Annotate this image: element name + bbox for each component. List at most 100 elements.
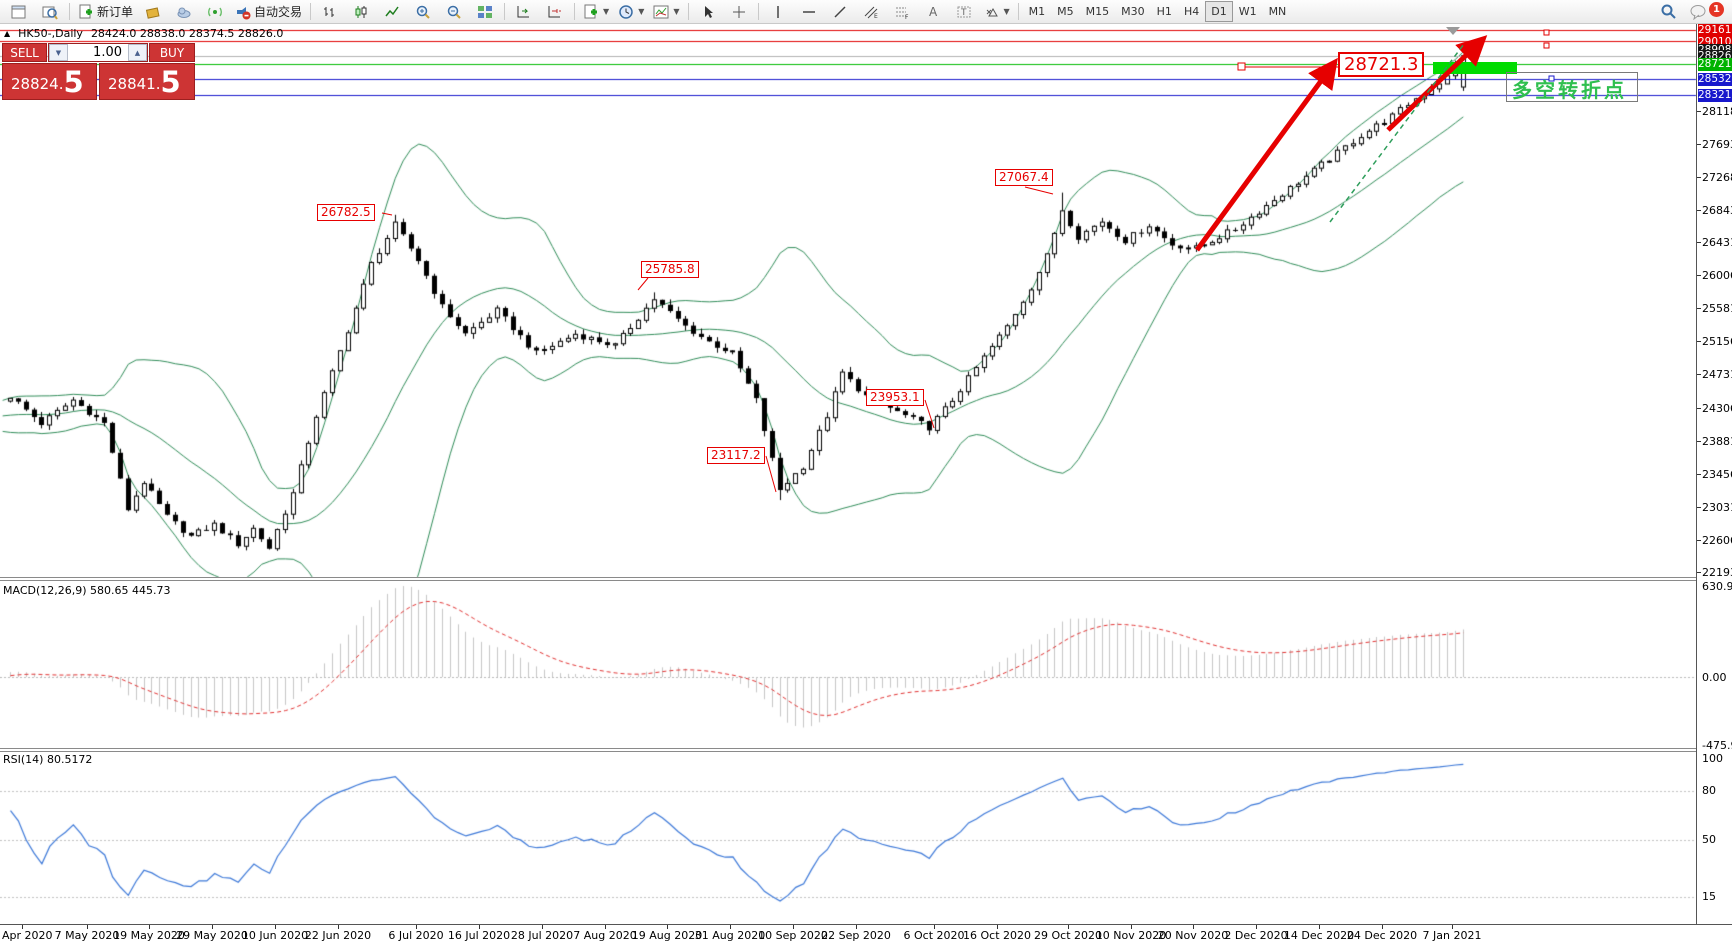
chart-search-icon[interactable] xyxy=(35,1,65,23)
highlight-rectangle[interactable] xyxy=(1433,62,1517,74)
fibonacci-icon[interactable]: F xyxy=(887,1,917,23)
time-tick-mark xyxy=(1193,925,1194,929)
crosshair-icon[interactable] xyxy=(724,1,754,23)
axis-tick-label: 27268.5 xyxy=(1702,171,1732,184)
collapse-arrow-icon[interactable]: ▲ xyxy=(4,29,11,38)
candlestick-icon[interactable] xyxy=(346,1,376,23)
autotrade-label: 自动交易 xyxy=(254,5,303,19)
autotrade-button[interactable]: 自动交易 xyxy=(231,1,306,23)
price-annotation-27067.4[interactable]: 27067.4 xyxy=(995,169,1053,186)
templates-button[interactable]: ▼ xyxy=(649,1,683,23)
sell-price[interactable]: 28824. 5 xyxy=(2,63,97,100)
periods-button[interactable]: ▼ xyxy=(614,1,648,23)
tf-button-W1[interactable]: W1 xyxy=(1238,5,1257,18)
time-tick-mark xyxy=(542,925,543,929)
panel-separator[interactable] xyxy=(0,577,1697,581)
zoom-in-icon[interactable] xyxy=(408,1,438,23)
toolbar-separator xyxy=(687,3,689,20)
volume-decrease-button[interactable]: ▼ xyxy=(49,44,68,61)
time-tick-mark xyxy=(1452,925,1453,929)
axis-tick-label: 27693.5 xyxy=(1702,138,1732,151)
axis-tick-mark xyxy=(1697,374,1701,375)
macd-label: MACD(12,26,9) 580.65 445.73 xyxy=(3,584,171,597)
time-tick-label: 19 Aug 2020 xyxy=(631,929,703,942)
axis-tick-label: 23881.0 xyxy=(1702,435,1732,448)
chevron-down-icon: ▼ xyxy=(673,7,680,16)
price-annotation-23953.1[interactable]: 23953.1 xyxy=(866,389,924,406)
price-annotation-25785.8[interactable]: 25785.8 xyxy=(641,261,699,278)
chart-shift-icon[interactable] xyxy=(540,1,570,23)
rsi-axis-label: 15 xyxy=(1702,890,1716,903)
signal-icon[interactable] xyxy=(200,1,230,23)
tf-button-H4[interactable]: H4 xyxy=(1183,5,1200,18)
one-click-trade-panel: SELL ▼ 1.00 ▲ BUY 28824. 5 28841. 5 xyxy=(2,43,195,100)
price-chart[interactable] xyxy=(0,0,1697,945)
bar-chart-icon[interactable] xyxy=(315,1,345,23)
price-annotation-28721.3[interactable]: 28721.3 xyxy=(1338,52,1425,77)
time-tick-label: 31 Aug 2020 xyxy=(694,929,766,942)
equidistant-channel-icon[interactable]: E xyxy=(856,1,886,23)
vertical-line-icon[interactable] xyxy=(763,1,793,23)
axis-tick-label: 26006.0 xyxy=(1702,269,1732,282)
time-tick-label: 16 Oct 2020 xyxy=(962,929,1032,942)
buy-price-dot: . xyxy=(155,75,161,93)
axis-tick-label: 23031.0 xyxy=(1702,501,1732,514)
chevron-down-icon: ▼ xyxy=(603,7,610,16)
auto-scroll-icon[interactable] xyxy=(509,1,539,23)
price-annotation-23117.2[interactable]: 23117.2 xyxy=(707,447,765,464)
chinese-annotation[interactable]: 多空转折点 xyxy=(1512,78,1627,102)
time-tick-label: 7 Aug 2020 xyxy=(573,929,637,942)
axis-tick-mark xyxy=(1697,308,1701,309)
new-order-button[interactable]: 新订单 xyxy=(74,1,137,23)
chat-icon[interactable] xyxy=(1684,1,1714,23)
axis-tick-mark xyxy=(1697,441,1701,442)
tf-button-M5[interactable]: M5 xyxy=(1057,5,1074,18)
time-tick-label: 14 Dec 2020 xyxy=(1283,929,1355,942)
price-annotation-26782.5[interactable]: 26782.5 xyxy=(317,204,375,221)
tile-windows-icon[interactable] xyxy=(470,1,500,23)
time-tick-mark xyxy=(275,925,276,929)
tf-button-M30[interactable]: M30 xyxy=(1121,5,1145,18)
tf-button-MN[interactable]: MN xyxy=(1268,5,1287,18)
time-tick-label: 10 Nov 2020 xyxy=(1095,929,1167,942)
text-icon[interactable]: A xyxy=(918,1,948,23)
price-axis[interactable]: 28118.5 27693.5 27268.5 26843.5 26431.0 26006… xyxy=(1696,24,1732,945)
time-tick-mark xyxy=(1131,925,1132,929)
price-tag: 28721.3 xyxy=(1698,58,1732,71)
trendline-icon[interactable] xyxy=(825,1,855,23)
sell-button[interactable]: SELL xyxy=(2,43,47,62)
panel-separator[interactable] xyxy=(0,748,1697,752)
arrows-button[interactable]: ▼ xyxy=(980,1,1014,23)
tf-button-M15[interactable]: M15 xyxy=(1085,5,1110,18)
zoom-out-icon[interactable] xyxy=(439,1,469,23)
time-tick-mark xyxy=(416,925,417,929)
time-tick-mark xyxy=(856,925,857,929)
notification-badge[interactable]: 1 xyxy=(1709,2,1724,17)
time-tick-label: 3 Apr 2020 xyxy=(0,929,53,942)
search-icon[interactable] xyxy=(1653,1,1683,23)
tf-button-D1[interactable]: D1 xyxy=(1205,1,1233,22)
sell-price-big: 5 xyxy=(63,65,84,99)
volume-increase-button[interactable]: ▲ xyxy=(128,44,147,61)
axis-tick-mark xyxy=(1697,408,1701,409)
cursor-icon[interactable] xyxy=(693,1,723,23)
buy-button[interactable]: BUY xyxy=(149,43,195,62)
timeframe-bar: M1 M5 M15 M30 H1 H4 D1 W1 MN xyxy=(1023,1,1293,22)
axis-tick-label: 24731.0 xyxy=(1702,368,1732,381)
axis-tick-label: 24306.0 xyxy=(1702,402,1732,415)
text-label-icon[interactable]: T xyxy=(949,1,979,23)
axis-tick-label: 23456.0 xyxy=(1702,468,1732,481)
time-tick-label: 22 Jun 2020 xyxy=(304,929,372,942)
toolbar-separator xyxy=(757,3,759,20)
buy-price[interactable]: 28841. 5 xyxy=(99,63,195,100)
tf-button-M1[interactable]: M1 xyxy=(1028,5,1046,18)
volume-input[interactable]: 1.00 xyxy=(93,45,122,60)
tf-button-H1[interactable]: H1 xyxy=(1156,5,1172,18)
indicators-button[interactable]: ▼ xyxy=(579,1,613,23)
new-chart-button[interactable] xyxy=(4,1,34,23)
cloud-icon[interactable] xyxy=(169,1,199,23)
line-chart-icon[interactable] xyxy=(377,1,407,23)
horizontal-line-icon[interactable] xyxy=(794,1,824,23)
history-icon[interactable] xyxy=(138,1,168,23)
